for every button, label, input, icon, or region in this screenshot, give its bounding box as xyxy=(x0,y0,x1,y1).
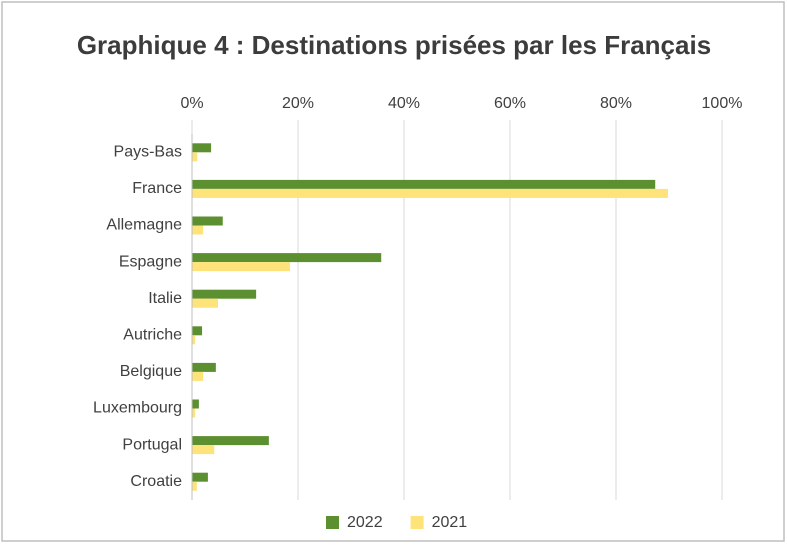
bar xyxy=(192,253,382,263)
bar xyxy=(192,143,212,153)
bar xyxy=(192,298,218,308)
y-tick-label: Portugal xyxy=(122,436,182,453)
bar xyxy=(192,326,203,336)
y-tick-label: Italie xyxy=(148,290,182,307)
bar xyxy=(192,481,197,491)
y-tick-label: Luxembourg xyxy=(93,400,182,417)
x-tick-label: 60% xyxy=(494,95,526,112)
legend-label: 2022 xyxy=(347,514,383,531)
bar xyxy=(192,188,668,198)
y-tick-label: France xyxy=(132,180,182,197)
bar xyxy=(192,262,291,272)
y-tick-label: Pays-Bas xyxy=(114,144,182,161)
x-tick-label: 0% xyxy=(180,95,203,112)
bar xyxy=(192,335,196,345)
y-tick-label: Croatie xyxy=(130,473,182,490)
bar xyxy=(192,179,656,189)
bar xyxy=(192,216,223,226)
bar xyxy=(192,472,208,482)
bar xyxy=(192,362,216,372)
legend-swatch xyxy=(326,516,339,529)
legend-swatch xyxy=(410,516,424,529)
x-tick-label: 100% xyxy=(702,95,743,112)
y-tick-label: Belgique xyxy=(120,363,182,380)
bar xyxy=(192,371,204,381)
x-tick-label: 80% xyxy=(600,95,632,112)
x-tick-label: 20% xyxy=(282,95,314,112)
legend-label: 2021 xyxy=(432,514,468,531)
bar xyxy=(192,152,198,162)
bar xyxy=(192,408,196,418)
y-tick-label: Espagne xyxy=(119,253,182,270)
y-tick-label: Allemagne xyxy=(106,217,182,234)
bar xyxy=(192,445,215,455)
chart-title: Graphique 4 : Destinations prisées par l… xyxy=(77,30,711,60)
bar xyxy=(192,399,199,409)
y-tick-label: Autriche xyxy=(123,327,182,344)
bar xyxy=(192,225,204,235)
bar xyxy=(192,436,269,446)
x-tick-label: 40% xyxy=(388,95,420,112)
bar xyxy=(192,289,257,299)
